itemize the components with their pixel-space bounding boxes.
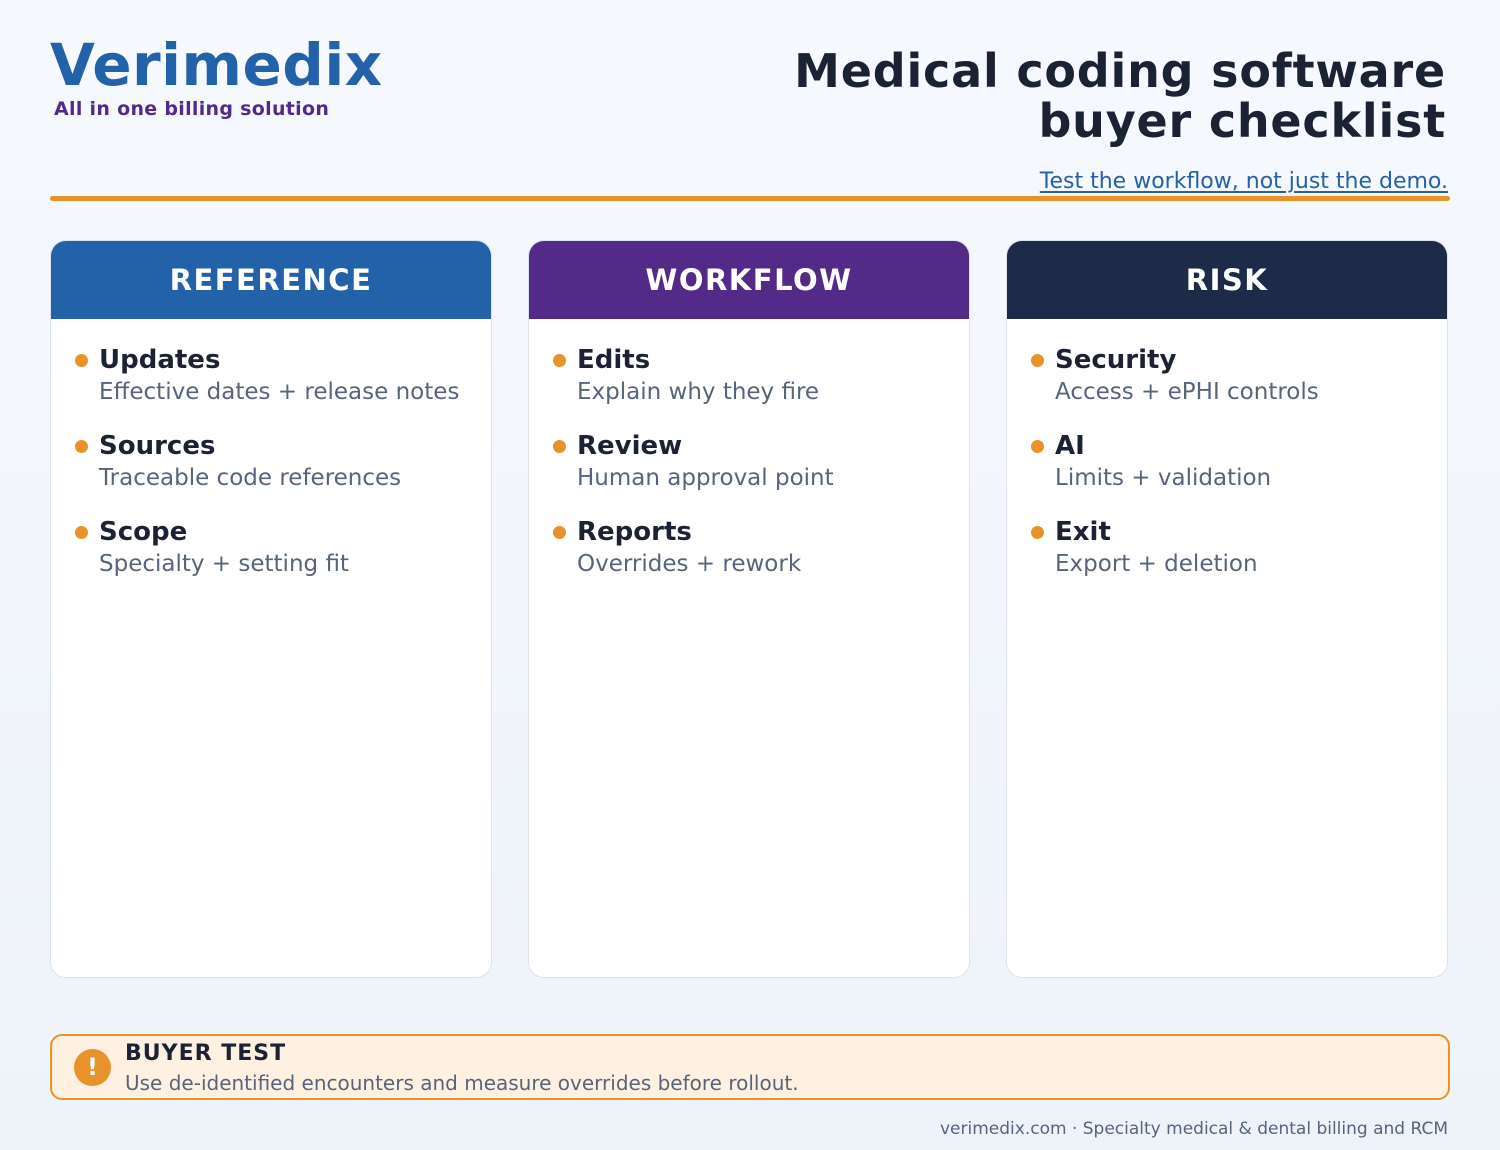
bullet-icon [553, 440, 566, 453]
bullet-icon [1031, 440, 1044, 453]
list-item: Reports Overrides + rework [551, 515, 947, 579]
item-description: Export + deletion [1055, 551, 1258, 577]
list-item: Review Human approval point [551, 429, 947, 493]
exclamation-icon: ! [74, 1049, 111, 1086]
card-header-reference: REFERENCE [51, 241, 491, 319]
card-body-workflow: Edits Explain why they fire Review Human… [529, 319, 969, 579]
callout-title: BUYER TEST [125, 1041, 287, 1066]
card-reference: REFERENCE Updates Effective dates + rele… [50, 240, 492, 978]
header-divider [50, 196, 1450, 201]
item-title: Security [1055, 345, 1177, 375]
page-subtitle: Test the workflow, not just the demo. [1039, 169, 1448, 194]
card-body-risk: Security Access + ePHI controls AI Limit… [1007, 319, 1447, 579]
footer-text: verimedix.com · Specialty medical & dent… [940, 1119, 1448, 1139]
list-item: Edits Explain why they fire [551, 343, 947, 407]
item-title: Exit [1055, 517, 1111, 547]
bullet-icon [1031, 354, 1044, 367]
brand-logo: Verimedix All in one billing solution [50, 30, 383, 120]
buyer-test-callout: ! BUYER TEST Use de-identified encounter… [50, 1034, 1450, 1100]
brand-tagline: All in one billing solution [54, 98, 330, 120]
card-header-workflow: WORKFLOW [529, 241, 969, 319]
item-title: Review [577, 431, 683, 461]
list-item: Exit Export + deletion [1029, 515, 1425, 579]
item-description: Specialty + setting fit [99, 551, 349, 577]
item-description: Overrides + rework [577, 551, 802, 577]
card-header-risk: RISK [1007, 241, 1447, 319]
bullet-icon [553, 354, 566, 367]
list-item: Updates Effective dates + release notes [73, 343, 469, 407]
item-title: Reports [577, 517, 692, 547]
item-title: Scope [99, 517, 188, 547]
bullet-icon [75, 354, 88, 367]
brand-name: Verimedix [50, 31, 383, 99]
list-item: Security Access + ePHI controls [1029, 343, 1425, 407]
item-title: Updates [99, 345, 221, 375]
item-description: Limits + validation [1055, 465, 1272, 491]
card-body-reference: Updates Effective dates + release notes … [51, 319, 491, 579]
item-title: Edits [577, 345, 651, 375]
bullet-icon [553, 526, 566, 539]
bullet-icon [1031, 526, 1044, 539]
item-description: Human approval point [577, 465, 834, 491]
item-description: Explain why they fire [577, 379, 820, 405]
page-title: Medical coding software buyer checklist [794, 44, 1446, 148]
list-item: Sources Traceable code references [73, 429, 469, 493]
item-description: Access + ePHI controls [1055, 379, 1319, 405]
bullet-icon [75, 526, 88, 539]
callout-text: Use de-identified encounters and measure… [125, 1071, 799, 1095]
item-description: Effective dates + release notes [99, 379, 460, 405]
card-workflow: WORKFLOW Edits Explain why they fire Rev… [528, 240, 970, 978]
card-risk: RISK Security Access + ePHI controls AI … [1006, 240, 1448, 978]
item-title: AI [1055, 431, 1085, 461]
item-title: Sources [99, 431, 216, 461]
list-item: AI Limits + validation [1029, 429, 1425, 493]
item-description: Traceable code references [99, 465, 402, 491]
list-item: Scope Specialty + setting fit [73, 515, 469, 579]
bullet-icon [75, 440, 88, 453]
